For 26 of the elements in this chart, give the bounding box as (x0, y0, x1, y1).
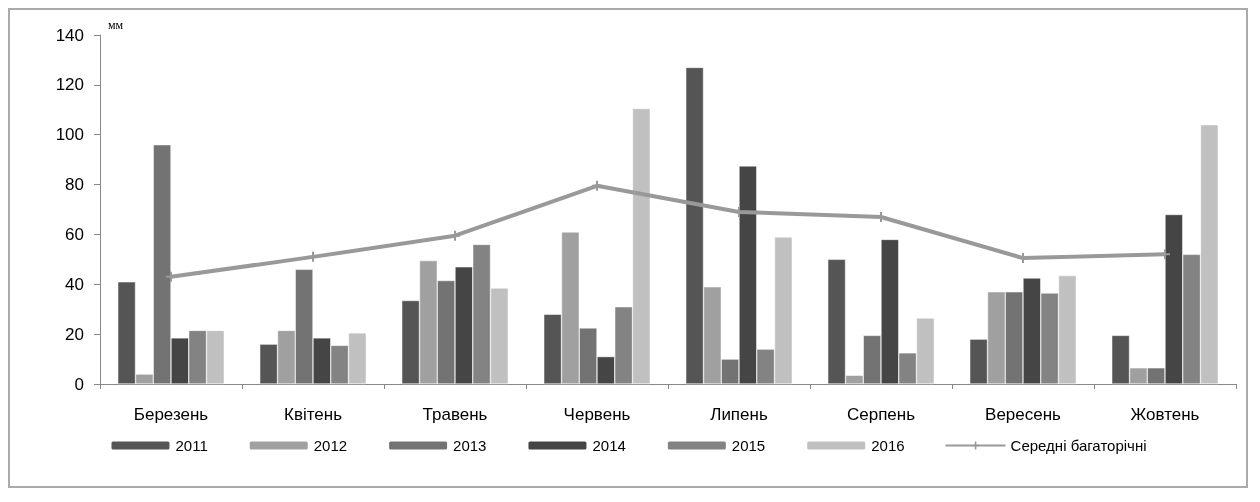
point (592, 180, 602, 191)
y-tick-label: 20 (65, 324, 84, 344)
x-tick-label: Липень (710, 405, 768, 424)
x-tick-label: Травень (422, 405, 488, 424)
y-tick-label: 120 (55, 75, 84, 95)
legend-label: 2012 (313, 437, 348, 454)
x-tick-label: Квітень (283, 405, 343, 424)
legend-label: 2013 (453, 437, 487, 454)
x-tick-label: Жовтень (1130, 405, 1200, 424)
legend-label: 2014 (592, 437, 626, 454)
y-axis-title: мм (108, 18, 124, 32)
legend-label: 2016 (871, 437, 905, 454)
x-tick-label: Серпень (846, 405, 916, 424)
y-tick-label: 60 (65, 224, 84, 244)
legend-label: Середні багаторічні (1010, 437, 1147, 454)
legend-label: 2011 (175, 437, 208, 454)
x-tick-label: Березень (133, 405, 209, 424)
x-tick-label: Червень (563, 405, 631, 424)
point (450, 230, 460, 241)
y-tick-label: 40 (65, 274, 84, 294)
y-tick-label: 140 (55, 25, 84, 45)
y-tick-label: 100 (55, 125, 84, 145)
x-tick-label: Вересень (985, 405, 1062, 424)
legend-label: 2015 (731, 437, 766, 454)
y-tick-label: 0 (74, 374, 84, 394)
y-tick-label: 80 (65, 175, 84, 195)
